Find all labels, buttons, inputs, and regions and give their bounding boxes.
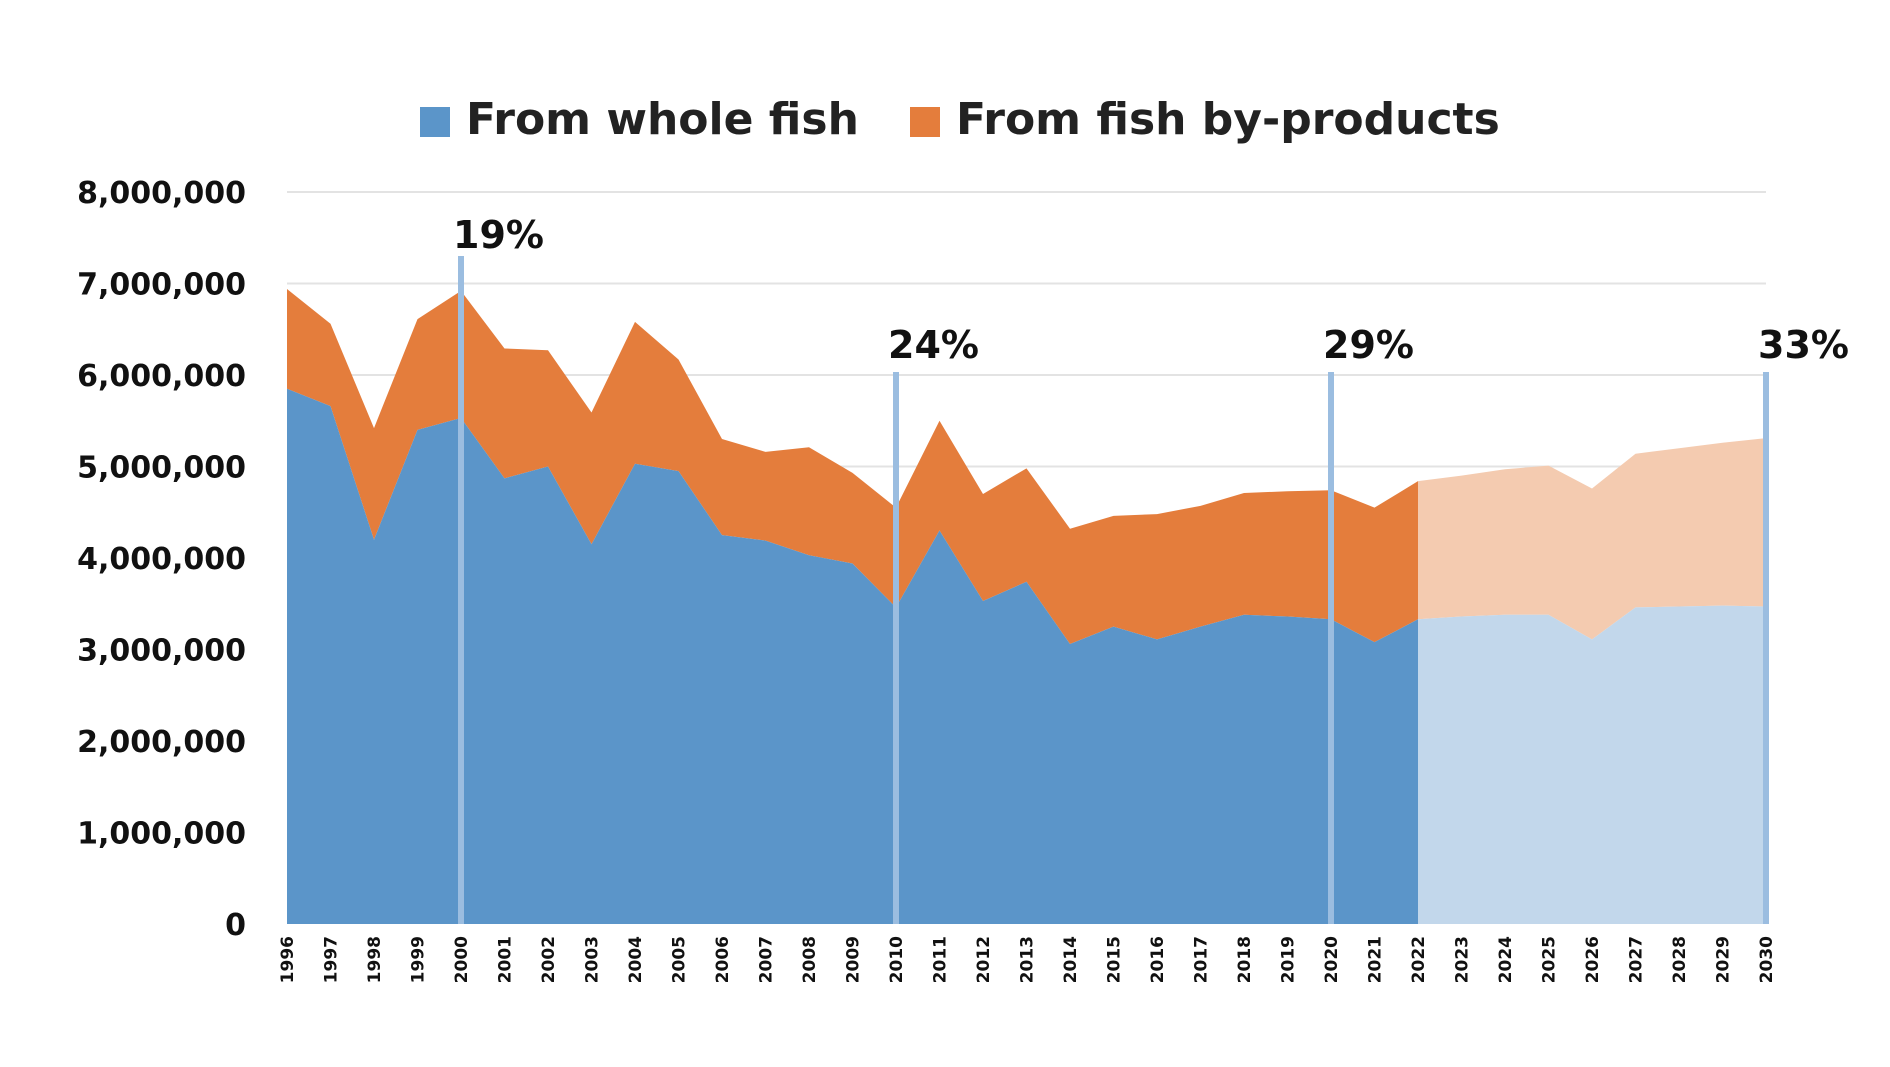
x-tick-label: 2027 <box>1627 936 1647 983</box>
x-tick-label: 2009 <box>844 936 864 983</box>
x-tick-label: 2024 <box>1496 936 1516 983</box>
x-tick-label: 2002 <box>539 936 559 983</box>
y-tick-label: 4,000,000 <box>77 542 246 577</box>
area-by-products-historical <box>287 288 1418 645</box>
x-tick-label: 2015 <box>1105 936 1125 983</box>
x-tick-label: 2006 <box>713 936 733 983</box>
area-by-products-projected <box>1418 438 1766 640</box>
x-tick-label: 2030 <box>1757 936 1777 983</box>
x-tick-label: 2011 <box>931 936 951 983</box>
x-tick-label: 2000 <box>452 936 472 983</box>
x-tick-label: 2023 <box>1453 936 1473 983</box>
x-tick-label: 1997 <box>322 936 342 983</box>
x-tick-label: 2001 <box>496 936 516 983</box>
legend-label-by-products: From fish by-products <box>956 94 1500 145</box>
x-tick-label: 2003 <box>583 936 603 983</box>
y-tick-label: 6,000,000 <box>77 359 246 394</box>
area-series <box>287 288 1766 925</box>
x-tick-label: 2026 <box>1583 936 1603 983</box>
y-tick-label: 8,000,000 <box>77 176 246 211</box>
x-tick-label: 2010 <box>887 936 907 983</box>
x-tick-label: 1996 <box>278 936 298 983</box>
marker-label-2000: 19% <box>453 213 544 257</box>
x-tick-label: 2028 <box>1670 936 1690 983</box>
x-tick-label: 2018 <box>1235 936 1255 983</box>
x-tick-label: 2025 <box>1540 936 1560 983</box>
y-tick-label: 5,000,000 <box>77 451 246 486</box>
x-tick-label: 2021 <box>1366 936 1386 983</box>
legend-label-whole-fish: From whole fish <box>466 94 859 145</box>
legend-swatch-whole-fish <box>420 107 450 137</box>
area-whole-fish-projected <box>1418 605 1766 924</box>
marker-label-2030: 33% <box>1758 323 1849 367</box>
x-tick-label: 2014 <box>1061 936 1081 983</box>
y-tick-label: 1,000,000 <box>77 817 246 852</box>
marker-label-2010: 24% <box>888 323 979 367</box>
x-tick-label: 2019 <box>1279 936 1299 983</box>
y-tick-label: 7,000,000 <box>77 268 246 303</box>
x-tick-label: 2004 <box>626 936 646 983</box>
x-tick-label: 1999 <box>409 936 429 983</box>
percentage-markers: 19% 24% 29% 33% <box>453 213 1849 924</box>
y-tick-label: 0 <box>225 908 246 943</box>
x-tick-label: 2017 <box>1192 936 1212 983</box>
x-tick-label: 2022 <box>1409 936 1429 983</box>
x-tick-label: 2029 <box>1714 936 1734 983</box>
x-tick-label: 2012 <box>974 936 994 983</box>
marker-label-2020: 29% <box>1323 323 1414 367</box>
axes: 0 1,000,000 2,000,000 3,000,000 4,000,000 5,0… <box>77 176 1777 983</box>
legend-swatch-by-products <box>910 107 940 137</box>
x-tick-label: 1998 <box>365 936 385 983</box>
x-tick-label: 2016 <box>1148 936 1168 983</box>
y-tick-label: 3,000,000 <box>77 634 246 669</box>
x-tick-label: 2008 <box>800 936 820 983</box>
y-tick-label: 2,000,000 <box>77 725 246 760</box>
x-tick-label: 2013 <box>1018 936 1038 983</box>
x-tick-label: 2007 <box>757 936 777 983</box>
legend: From whole fish From fish by-products <box>420 94 1500 145</box>
x-tick-label: 2005 <box>670 936 690 983</box>
area-whole-fish-historical <box>287 388 1418 925</box>
x-tick-label: 2020 <box>1322 936 1342 983</box>
